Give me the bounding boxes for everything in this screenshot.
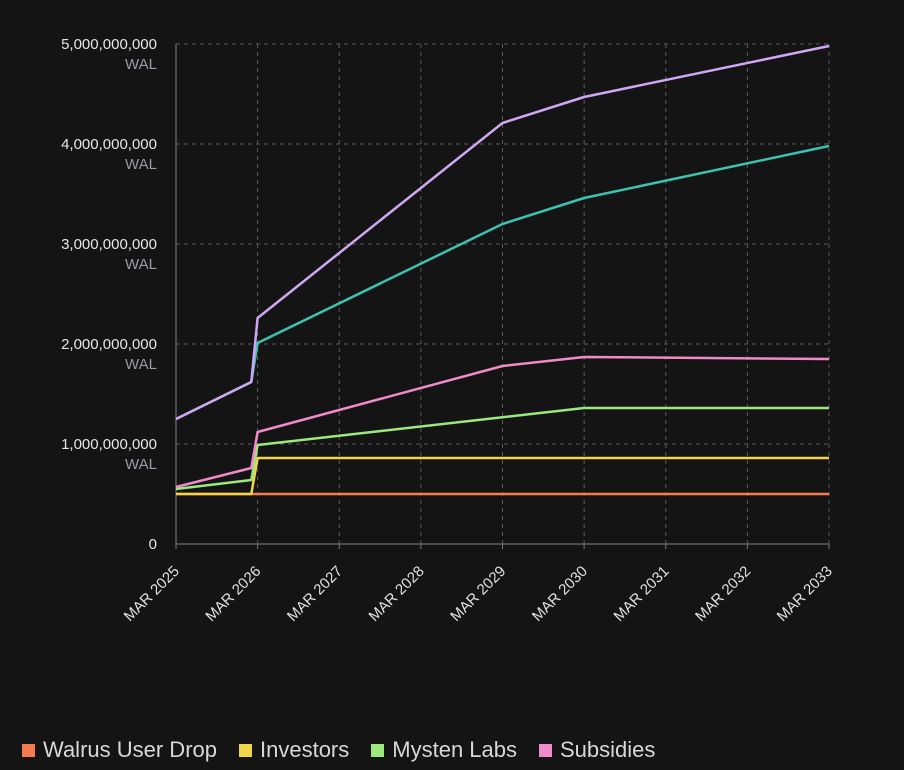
x-tick-label: MAR 2027: [284, 563, 346, 625]
y-tick-unit: WAL: [125, 356, 157, 373]
legend-item-mysten-labs[interactable]: Mysten Labs: [371, 737, 517, 763]
y-tick-label: 0: [149, 536, 157, 553]
series-line-4: [175, 144, 830, 421]
series-line-1: [176, 456, 829, 496]
y-tick-unit: WAL: [125, 256, 157, 273]
legend-label: Investors: [260, 737, 350, 762]
y-tick-label: 2,000,000,000: [61, 336, 157, 353]
series-lines: [175, 44, 830, 496]
y-tick-label: 4,000,000,000: [61, 136, 157, 153]
series-line-2: [175, 406, 829, 491]
y-tick-label: 1,000,000,000: [61, 436, 157, 453]
x-tick-label: MAR 2033: [774, 563, 836, 625]
x-tick-label: MAR 2029: [447, 563, 509, 625]
x-tick-label: MAR 2025: [121, 563, 183, 625]
y-tick-unit: WAL: [125, 156, 157, 173]
legend-swatch: [371, 743, 385, 757]
legend: Walrus User Drop Investors Mysten Labs S…: [22, 737, 655, 763]
axes: [175, 44, 830, 549]
legend-item-walrus-user-drop[interactable]: Walrus User Drop: [22, 737, 217, 763]
legend-label: Mysten Labs: [392, 737, 517, 762]
line-chart: 0 1,000,000,000 WAL 2,000,000,000 WAL 3,000,0…: [61, 36, 836, 625]
y-tick-label: 3,000,000,000: [61, 236, 157, 253]
legend-swatch: [239, 743, 252, 757]
x-tick-label: MAR 2026: [202, 563, 264, 625]
legend-label: Walrus User Drop: [43, 737, 217, 762]
series-line-3: [175, 355, 830, 489]
grid-lines: [176, 43, 830, 544]
x-axis-tick-labels: MAR 2025 MAR 2026 MAR 2027 MAR 2028 MAR 2029…: [121, 563, 836, 625]
series-line-5: [175, 44, 830, 421]
legend-swatch: [539, 743, 552, 757]
y-tick-unit: WAL: [125, 456, 157, 473]
y-tick-label: 5,000,000,000: [61, 36, 157, 53]
legend-swatch: [22, 743, 35, 757]
legend-item-subsidies[interactable]: Subsidies: [539, 737, 655, 763]
x-tick-label: MAR 2032: [692, 563, 754, 625]
legend-label: Subsidies: [560, 737, 656, 762]
legend-item-investors[interactable]: Investors: [239, 737, 349, 763]
x-tick-label: MAR 2030: [529, 563, 591, 625]
y-axis-tick-labels: 0 1,000,000,000 WAL 2,000,000,000 WAL 3,000,0…: [61, 36, 157, 553]
x-tick-label: MAR 2028: [366, 563, 428, 625]
y-tick-unit: WAL: [125, 56, 157, 73]
x-tick-label: MAR 2031: [610, 563, 672, 625]
